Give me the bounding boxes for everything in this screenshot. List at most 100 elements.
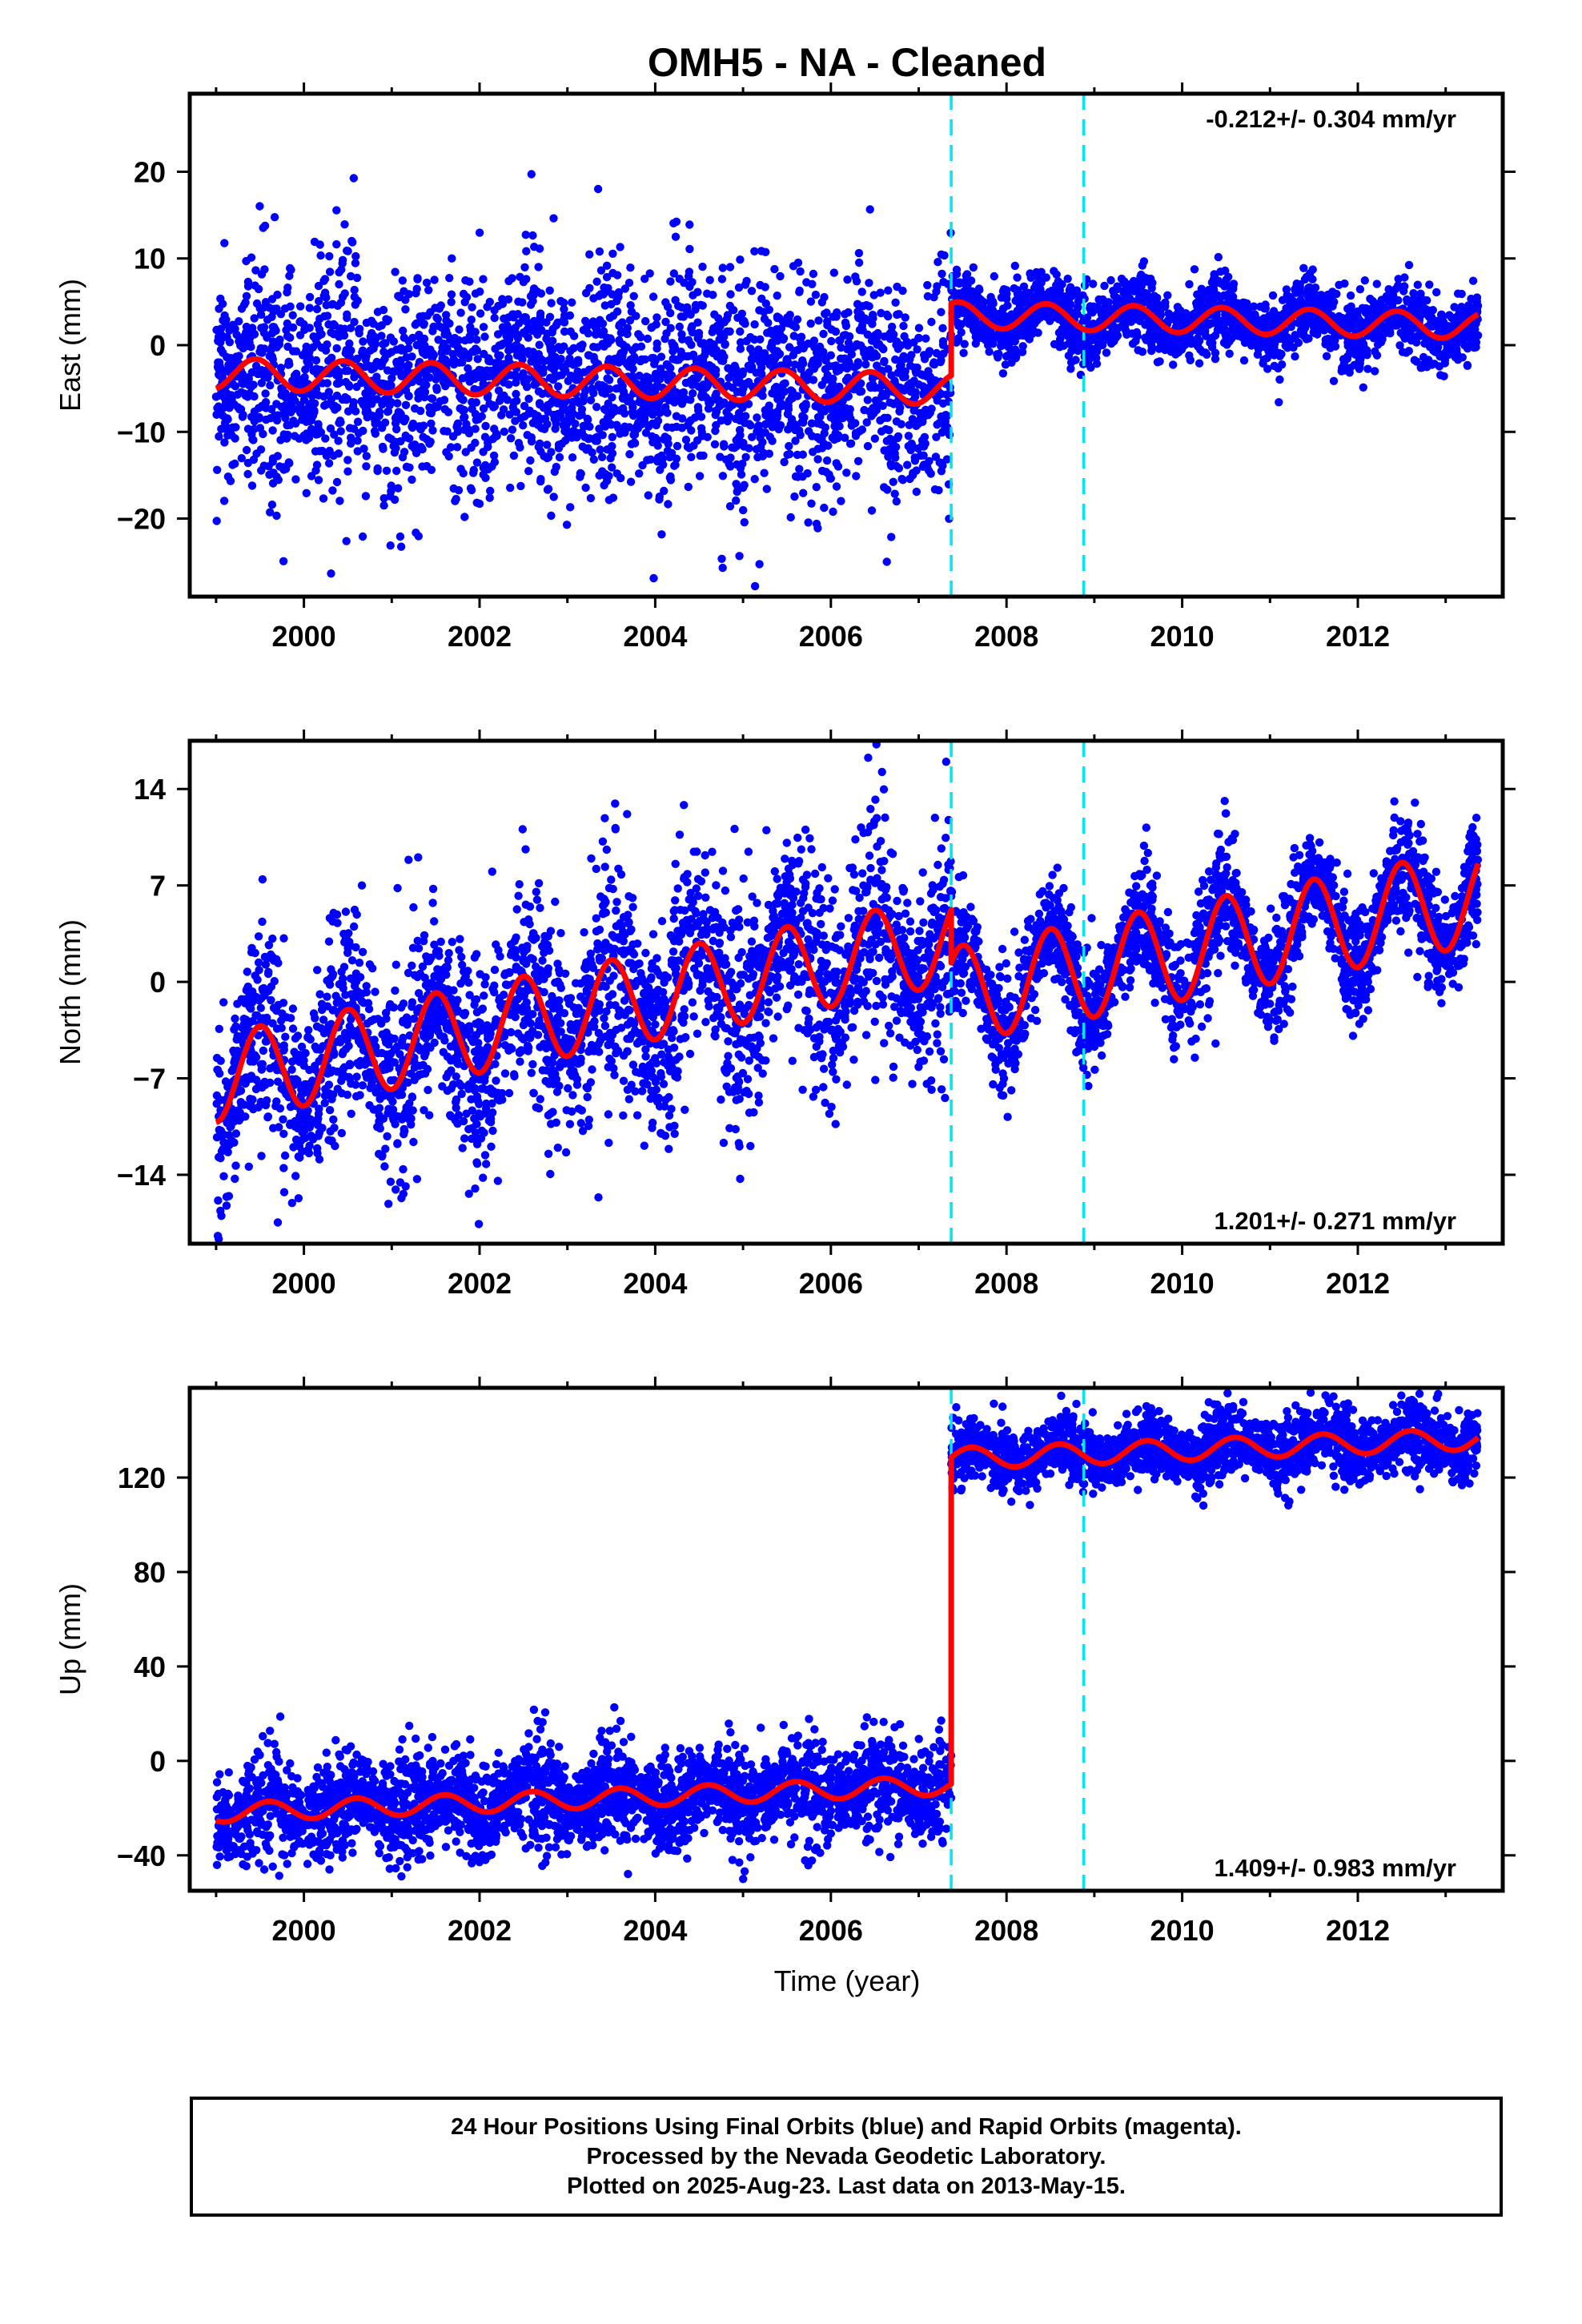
data-point [640, 410, 649, 419]
data-point [905, 385, 913, 394]
data-point [698, 262, 707, 271]
data-point [401, 305, 410, 314]
data-point [820, 503, 829, 513]
data-point [401, 386, 411, 395]
data-point [233, 390, 242, 399]
data-point [1406, 328, 1415, 337]
data-point [1371, 347, 1379, 356]
data-point [504, 380, 513, 389]
data-point [899, 352, 908, 360]
data-point [521, 231, 530, 239]
data-point [672, 422, 681, 432]
data-point [885, 426, 893, 435]
data-point [1111, 298, 1121, 307]
data-point [766, 326, 776, 336]
data-point [694, 332, 703, 340]
data-point [903, 341, 913, 350]
data-point [1190, 265, 1199, 274]
data-point [1032, 282, 1042, 291]
data-point [602, 476, 612, 485]
data-point [701, 347, 710, 356]
data-point [520, 263, 529, 271]
data-point [416, 406, 425, 416]
data-point [536, 312, 545, 321]
data-point [1311, 283, 1320, 292]
data-point [773, 292, 781, 300]
data-point [1277, 349, 1286, 359]
data-point [1445, 311, 1454, 320]
data-point [310, 237, 319, 247]
data-point [914, 333, 923, 343]
data-point [885, 445, 894, 454]
data-point [549, 214, 558, 223]
data-point [1294, 338, 1303, 348]
data-point [498, 295, 507, 304]
data-point [1183, 333, 1193, 342]
data-point [556, 296, 565, 306]
data-point [750, 320, 759, 329]
data-point [1251, 310, 1259, 319]
data-point [316, 428, 326, 437]
data-point [608, 432, 616, 441]
data-point [561, 366, 570, 376]
data-point [540, 452, 548, 460]
data-point [468, 303, 476, 312]
data-point [1227, 334, 1236, 344]
data-point [566, 503, 575, 512]
data-point [1291, 331, 1299, 340]
panels: 2000 2002 2004 2006 2008 2010 2012−20−1001020E… [54, 82, 1516, 1947]
data-point [222, 366, 231, 375]
data-point [806, 297, 816, 306]
data-point [799, 344, 808, 353]
data-point [449, 484, 458, 493]
data-point [378, 424, 387, 432]
data-point [472, 336, 481, 344]
data-point [1196, 345, 1205, 354]
data-point [560, 327, 569, 336]
data-point [656, 375, 665, 384]
data-point [547, 299, 556, 308]
data-point [445, 319, 454, 328]
data-point [327, 569, 335, 578]
data-point [1346, 364, 1355, 372]
data-point [666, 308, 675, 318]
data-point [956, 320, 966, 329]
data-point [401, 400, 411, 409]
data-point [279, 557, 288, 565]
data-point [841, 321, 851, 331]
data-point [422, 278, 432, 287]
data-point [396, 436, 405, 446]
data-point [1236, 328, 1245, 337]
data-point [685, 220, 694, 229]
data-point [399, 326, 408, 336]
data-point [648, 292, 658, 301]
data-point [299, 431, 308, 440]
data-point [296, 317, 305, 326]
data-point [837, 497, 845, 505]
data-point [991, 312, 1000, 320]
data-point [1215, 276, 1223, 286]
data-point [908, 471, 917, 480]
data-point [289, 416, 298, 425]
data-point [569, 332, 579, 340]
data-point [819, 329, 828, 339]
data-point [350, 317, 359, 327]
data-point [392, 424, 401, 434]
data-point [1436, 371, 1445, 380]
data-point [635, 372, 644, 380]
data-point [776, 271, 785, 281]
data-point [1035, 313, 1045, 322]
data-point [623, 324, 632, 332]
data-point [273, 452, 282, 460]
data-point [396, 542, 406, 551]
data-point [685, 244, 694, 254]
data-point [626, 263, 635, 272]
data-point [215, 358, 224, 367]
data-point [536, 475, 545, 484]
data-point [520, 375, 528, 384]
data-point [821, 468, 831, 476]
data-point [844, 308, 853, 317]
data-point [283, 283, 292, 292]
data-point [598, 431, 607, 440]
data-point [462, 420, 471, 428]
